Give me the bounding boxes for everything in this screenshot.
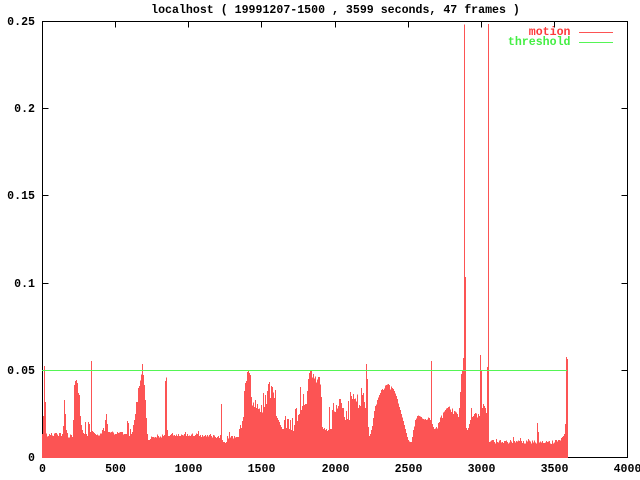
- svg-text:1500: 1500: [248, 463, 276, 476]
- svg-text:threshold: threshold: [508, 36, 571, 49]
- svg-text:2500: 2500: [395, 463, 423, 476]
- svg-text:0.1: 0.1: [14, 278, 35, 291]
- svg-text:motion: motion: [529, 26, 571, 39]
- svg-text:4000: 4000: [614, 463, 640, 476]
- svg-text:0.05: 0.05: [7, 365, 35, 378]
- svg-text:0: 0: [28, 452, 35, 465]
- svg-text:0: 0: [39, 463, 46, 476]
- svg-text:500: 500: [105, 463, 126, 476]
- svg-text:0.25: 0.25: [7, 16, 35, 29]
- svg-text:2000: 2000: [322, 463, 350, 476]
- svg-text:0.2: 0.2: [14, 103, 35, 116]
- svg-text:1000: 1000: [175, 463, 203, 476]
- svg-text:3500: 3500: [541, 463, 569, 476]
- svg-text:0.15: 0.15: [7, 190, 35, 203]
- svg-text:3000: 3000: [468, 463, 496, 476]
- svg-text:localhost ( 19991207-1500 , 35: localhost ( 19991207-1500 , 3599 seconds…: [151, 4, 520, 17]
